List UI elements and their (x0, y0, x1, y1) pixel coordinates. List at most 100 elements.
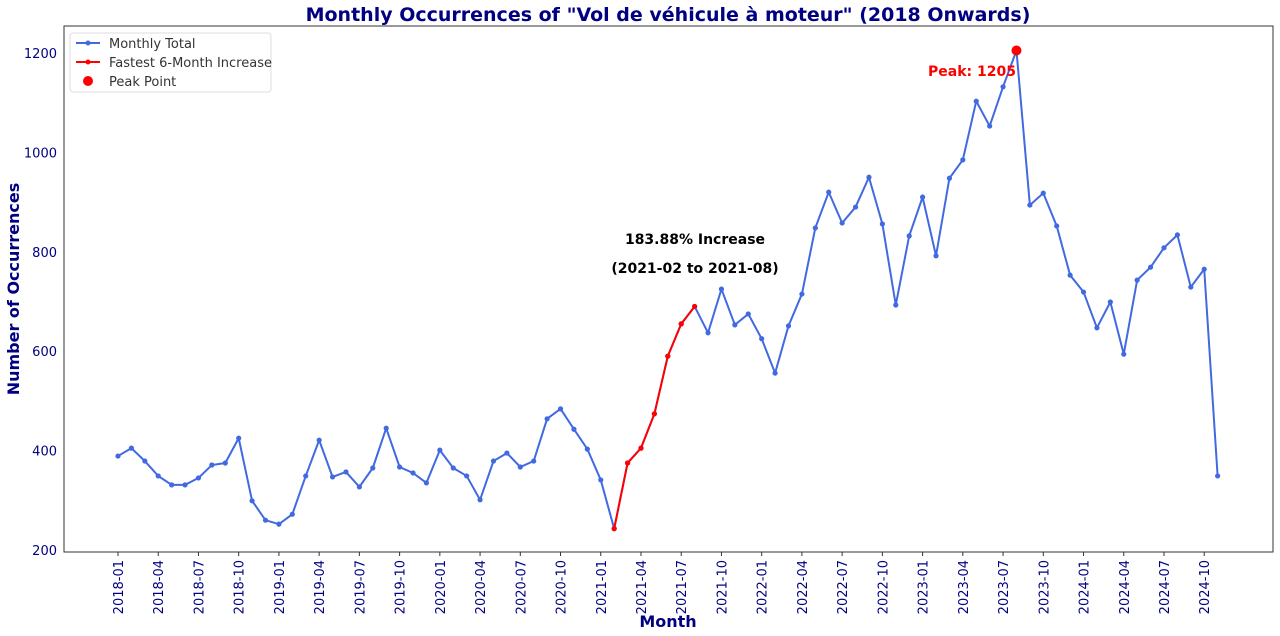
data-point (1107, 299, 1113, 305)
data-point (839, 220, 845, 226)
data-point (115, 453, 121, 459)
x-tick-label: 2020-01 (434, 560, 449, 614)
x-tick-label: 2018-10 (233, 560, 248, 614)
x-tick-label: 2018-01 (112, 560, 127, 614)
data-point (356, 484, 362, 490)
data-point (598, 477, 604, 483)
data-point (464, 473, 470, 479)
data-point (893, 302, 899, 308)
data-point (531, 458, 537, 464)
data-point (638, 445, 644, 451)
data-point (1000, 84, 1006, 90)
y-axis-label: Number of Occurrences (4, 183, 23, 396)
data-point (678, 321, 684, 327)
data-point (236, 435, 242, 441)
data-point (477, 497, 483, 503)
data-point (906, 233, 912, 239)
data-point (222, 460, 228, 466)
data-point (732, 322, 738, 328)
x-tick-label: 2018-04 (152, 560, 167, 614)
data-point (343, 469, 349, 475)
data-point (920, 194, 926, 200)
data-point (276, 521, 282, 527)
x-tick-label: 2022-07 (836, 560, 851, 614)
chart-title: Monthly Occurrences of "Vol de véhicule … (306, 4, 1031, 26)
x-tick-label: 2021-04 (635, 560, 650, 614)
data-point (611, 526, 617, 532)
x-tick-label: 2021-10 (715, 560, 730, 614)
data-point (933, 253, 939, 259)
data-point (1215, 473, 1221, 479)
data-point (1040, 190, 1046, 196)
x-tick-label: 2024-07 (1158, 560, 1173, 614)
data-point (718, 286, 725, 292)
data-point (946, 175, 953, 181)
x-tick-label: 2022-01 (756, 560, 771, 614)
y-tick-label: 800 (32, 246, 57, 261)
data-point (826, 189, 832, 195)
data-point (785, 323, 792, 329)
data-point (1147, 264, 1154, 270)
data-point (544, 416, 550, 422)
data-point (571, 426, 577, 432)
data-point (1027, 202, 1033, 208)
data-point (745, 311, 751, 317)
data-point (209, 462, 215, 468)
x-tick-label: 2020-04 (474, 560, 489, 614)
data-point (557, 406, 564, 412)
legend-fastest-increase: Fastest 6-Month Increase (109, 56, 272, 71)
y-tick-label: 200 (32, 544, 57, 559)
x-tick-label: 2023-07 (997, 560, 1012, 614)
x-tick-label: 2019-04 (313, 560, 328, 614)
series-line-1 (613, 305, 696, 529)
data-point (142, 458, 148, 464)
data-point (812, 225, 818, 231)
data-point (517, 464, 523, 470)
x-tick-label: 2023-04 (957, 560, 972, 614)
data-point (128, 445, 135, 451)
y-tick-label: 1200 (24, 47, 57, 62)
data-point (960, 157, 966, 163)
data-point (1134, 277, 1140, 283)
data-point (1080, 289, 1087, 295)
data-point (772, 370, 778, 376)
data-point (1188, 284, 1194, 290)
x-tick-label: 2022-10 (876, 560, 891, 614)
data-point (987, 123, 993, 129)
x-tick-label: 2018-07 (192, 560, 207, 614)
data-point (249, 498, 255, 504)
data-point (852, 204, 859, 210)
data-point (1161, 245, 1167, 251)
data-point (383, 425, 389, 431)
y-tick-label: 600 (32, 345, 57, 360)
data-point (504, 450, 510, 456)
data-point (370, 465, 376, 471)
data-point (651, 411, 658, 417)
x-tick-label: 2023-10 (1037, 560, 1052, 614)
x-tick-label: 2019-07 (353, 560, 368, 614)
x-tick-label: 2022-04 (796, 560, 811, 614)
x-tick-label: 2021-01 (595, 560, 610, 614)
data-point (289, 511, 295, 517)
x-tick-label: 2024-01 (1078, 560, 1093, 614)
data-point (169, 482, 175, 488)
data-point (397, 464, 403, 470)
x-tick-label: 2024-04 (1118, 560, 1133, 614)
series-line-0 (117, 50, 1219, 529)
y-tick-label: 400 (32, 445, 57, 460)
data-point (584, 446, 590, 452)
x-tick-label: 2019-01 (273, 560, 288, 614)
x-tick-label: 2020-07 (514, 560, 529, 614)
data-point (1094, 325, 1100, 331)
data-point (866, 174, 872, 180)
data-point (182, 482, 188, 488)
x-tick-label: 2020-10 (555, 560, 570, 614)
data-point (1121, 351, 1127, 357)
data-point (195, 475, 202, 481)
legend-monthly-total: Monthly Total (109, 37, 196, 52)
plot-area (63, 25, 1274, 553)
x-tick-label: 2023-01 (917, 560, 932, 614)
data-point (1201, 266, 1207, 272)
data-point (1174, 232, 1180, 238)
x-axis-label: Month (639, 612, 696, 631)
